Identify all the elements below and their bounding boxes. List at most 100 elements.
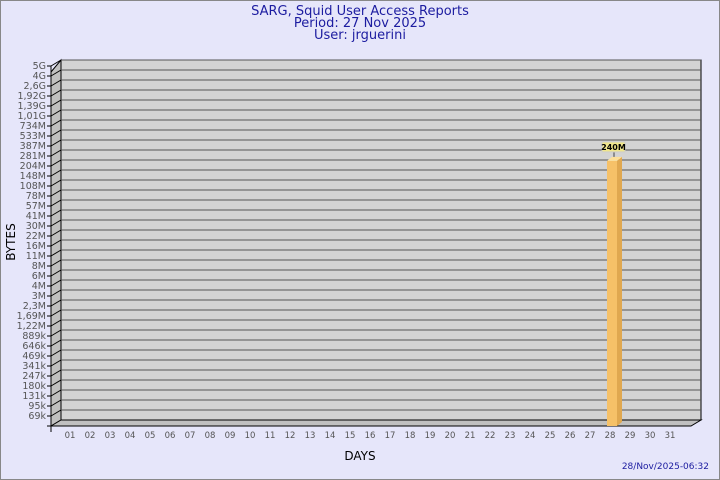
x-tick-label: 07 [185,431,196,441]
y-tick-label: 734M [20,121,46,132]
y-tick-diag [50,179,62,187]
y-tick-label: 5G [33,61,46,72]
y-tick-label: 341k [22,361,46,372]
x-tick-label: 13 [305,431,316,441]
x-tick-label: 08 [205,431,216,441]
y-tick-diag [50,389,62,397]
y-tick-diag [50,109,62,117]
y-tick-label: 3M [32,291,46,302]
plot-floor [49,419,703,427]
x-tick-label: 03 [105,431,116,441]
x-tick-label: 31 [665,431,676,441]
x-tick-label: 20 [445,431,456,441]
y-tick-label: 2,6G [24,81,46,92]
y-tick-diag [50,159,62,167]
y-tick-diag [50,299,62,307]
y-tick-diag [50,309,62,317]
y-tick-label: 4G [33,71,46,82]
y-tick-diag [50,279,62,287]
x-tick-label: 23 [505,431,516,441]
y-tick-label: 57M [26,201,46,212]
y-tick-label: 41M [26,211,46,222]
x-tick-label: 01 [65,431,76,441]
y-tick-label: 1,69M [17,311,46,322]
x-tick-label: 21 [465,431,476,441]
y-tick-diag [50,69,62,77]
y-tick-label: 1,92G [17,91,46,102]
x-tick-label: 14 [325,431,336,441]
x-tick-label: 10 [245,431,256,441]
y-tick-diag [50,189,62,197]
bar-side [617,156,622,427]
timestamp: 28/Nov/2025-06:32 [621,462,709,472]
y-tick-label: 95k [28,401,46,412]
y-tick-label: 30M [26,221,46,232]
x-tick-label: 24 [525,431,536,441]
y-tick-label: 646k [22,341,46,352]
x-tick-label: 16 [365,431,376,441]
y-tick-label: 204M [20,161,46,172]
x-tick-label: 02 [85,431,96,441]
y-tick-diag [50,359,62,367]
y-tick-diag [50,89,62,97]
y-tick-diag [50,59,62,67]
y-tick-label: 148M [20,171,46,182]
y-tick-label: 1,01G [17,111,46,122]
y-tick-diag [50,139,62,147]
bar-value-label: 240M [601,143,626,152]
x-tick-label: 27 [585,431,596,441]
y-tick-label: 889k [22,331,46,342]
y-tick-diag [50,409,62,417]
y-tick-label: 4M [32,281,46,292]
x-tick-label: 12 [285,431,296,441]
x-tick-label: 17 [385,431,396,441]
bar-top [607,156,622,161]
y-tick-diag [50,399,62,407]
y-tick-diag [50,239,62,247]
chart-period: Period: 27 Nov 2025 [293,16,427,31]
y-tick-diag [50,259,62,267]
x-tick-label: 19 [425,431,436,441]
y-tick-diag [50,319,62,327]
y-tick-label: 533M [20,131,46,142]
x-tick-label: 11 [265,431,276,441]
y-tick-label: 1,22M [17,321,46,332]
y-tick-diag [50,329,62,337]
y-tick-diag [50,219,62,227]
y-tick-diag [50,79,62,87]
y-tick-label: 281M [20,151,46,162]
x-tick-label: 25 [545,431,556,441]
y-tick-label: 180k [22,381,46,392]
y-tick-diag [50,269,62,277]
y-tick-diag [50,119,62,127]
y-tick-label: 247k [22,371,46,382]
x-tick-label: 26 [565,431,576,441]
y-axis-label: BYTES [4,223,18,261]
x-tick-label: 29 [625,431,636,441]
x-tick-label: 18 [405,431,416,441]
y-tick-label: 69k [28,411,46,422]
y-tick-diag [50,249,62,257]
y-tick-label: 387M [20,141,46,152]
y-tick-diag [50,369,62,377]
y-tick-diag [50,339,62,347]
y-tick-label: 78M [26,191,46,202]
x-axis-label: DAYS [344,449,376,463]
x-tick-label: 06 [165,431,176,441]
y-tick-label: 22M [26,231,46,242]
x-tick-label: 30 [645,431,656,441]
bar-front [607,160,617,427]
y-tick-label: 108M [20,181,46,192]
y-tick-diag [50,199,62,207]
x-tick-label: 05 [145,431,156,441]
y-tick-label: 2,3M [23,301,46,312]
y-tick-diag [50,289,62,297]
y-tick-diag [50,349,62,357]
chart-title: SARG, Squid User Access Reports [251,4,469,19]
y-tick-label: 11M [26,251,46,262]
y-tick-label: 16M [26,241,46,252]
x-tick-label: 09 [225,431,236,441]
x-tick-label: 04 [125,431,136,441]
